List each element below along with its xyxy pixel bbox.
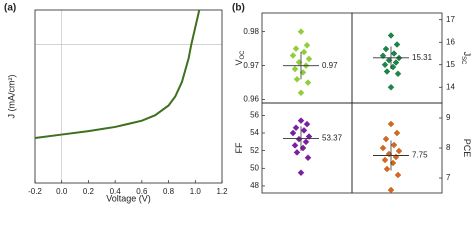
data-point [392,59,400,66]
data-point [390,50,398,57]
y-tick-label: 52 [250,146,259,155]
data-point [382,45,390,53]
y-tick-label: 56 [250,110,259,119]
data-point [381,156,389,164]
x-tick-label: 0.4 [110,187,122,196]
plot-frame [34,9,223,184]
data-point [387,83,395,91]
data-point [393,129,401,137]
y-label-main: PCE [462,139,472,158]
data-point [379,52,387,60]
y-tick-label: 17 [446,15,455,24]
data-point [379,144,387,152]
data-point [303,41,311,49]
mean-label: 53.37 [322,134,343,143]
data-point [297,169,305,177]
y-tick-label: 0.96 [243,95,259,104]
panel-label: (a) [4,3,16,14]
y-axis-label: FF [234,142,244,153]
data-point [297,28,305,36]
x-tick-label: 0.0 [56,187,68,196]
data-point [305,133,313,140]
y-tick-label: 7 [446,173,451,182]
data-point [383,165,391,173]
data-point [297,89,305,97]
data-point [393,41,401,48]
y-axis-label: VOC [234,50,245,66]
y-label-main: J [462,52,472,57]
y-label-main: V [234,59,244,65]
figure: (a) -0.2 0.0 0.2 0.4 0.6 0.8 1.0 1.2 Voltage (V) J… [4,3,472,204]
data-point [293,75,301,83]
data-point [293,149,301,156]
subplot-frame [261,102,353,194]
x-tick-label: 1.2 [216,187,228,196]
subplot-frame [351,102,443,194]
y-tick-label: 0.97 [243,61,259,70]
data-point [304,154,312,162]
y-tick-label: 9 [446,113,451,122]
data-point [394,171,402,179]
x-tick-label: 1.0 [190,187,202,196]
y-tick-label: 50 [250,163,259,172]
jv-curve [35,10,201,140]
data-point [291,65,299,73]
y-tick-label: 48 [250,181,259,190]
data-point [381,61,389,69]
data-point [300,126,308,134]
mean-label: 0.97 [322,61,338,70]
mean-label: 7.75 [412,151,428,160]
data-point [292,124,300,132]
y-label-main: FF [234,142,244,153]
data-point [289,52,297,59]
y-tick-label: 16 [446,37,455,46]
x-tick-label: 0.6 [136,187,148,196]
data-point [392,153,400,161]
y-label-sub: OC [240,50,246,60]
x-tick-label: 0.2 [83,187,95,196]
data-point [390,141,398,149]
data-point [387,32,395,39]
x-tick-label: 0.8 [163,187,175,196]
data-point [387,120,395,128]
data-point [297,117,305,125]
data-point [302,138,310,146]
data-point [382,135,390,143]
data-point [394,70,402,78]
y-tick-label: 14 [446,82,455,91]
y-tick-label: 15 [446,60,455,69]
data-point [387,186,395,194]
mean-label: 15.31 [412,53,433,62]
data-point [291,141,299,149]
y-tick-label: 0.98 [243,27,259,36]
data-point [395,147,403,155]
x-axis-label: Voltage (V) [106,193,151,203]
data-point [303,120,311,128]
panel-label: (b) [232,3,245,14]
y-tick-label: 8 [446,143,451,152]
data-point [300,48,308,56]
data-point [305,55,313,63]
y-axis-label: J (mA/cm²) [6,75,16,119]
y-tick-label: 54 [250,128,259,137]
data-point [304,79,312,86]
y-axis-label: JSC [460,52,471,66]
y-label-sub: SC [460,56,466,65]
data-point [292,45,300,53]
x-tick-label: -0.2 [28,187,42,196]
data-point [289,129,297,137]
data-point [383,68,391,75]
y-axis-label: PCE [462,139,472,158]
